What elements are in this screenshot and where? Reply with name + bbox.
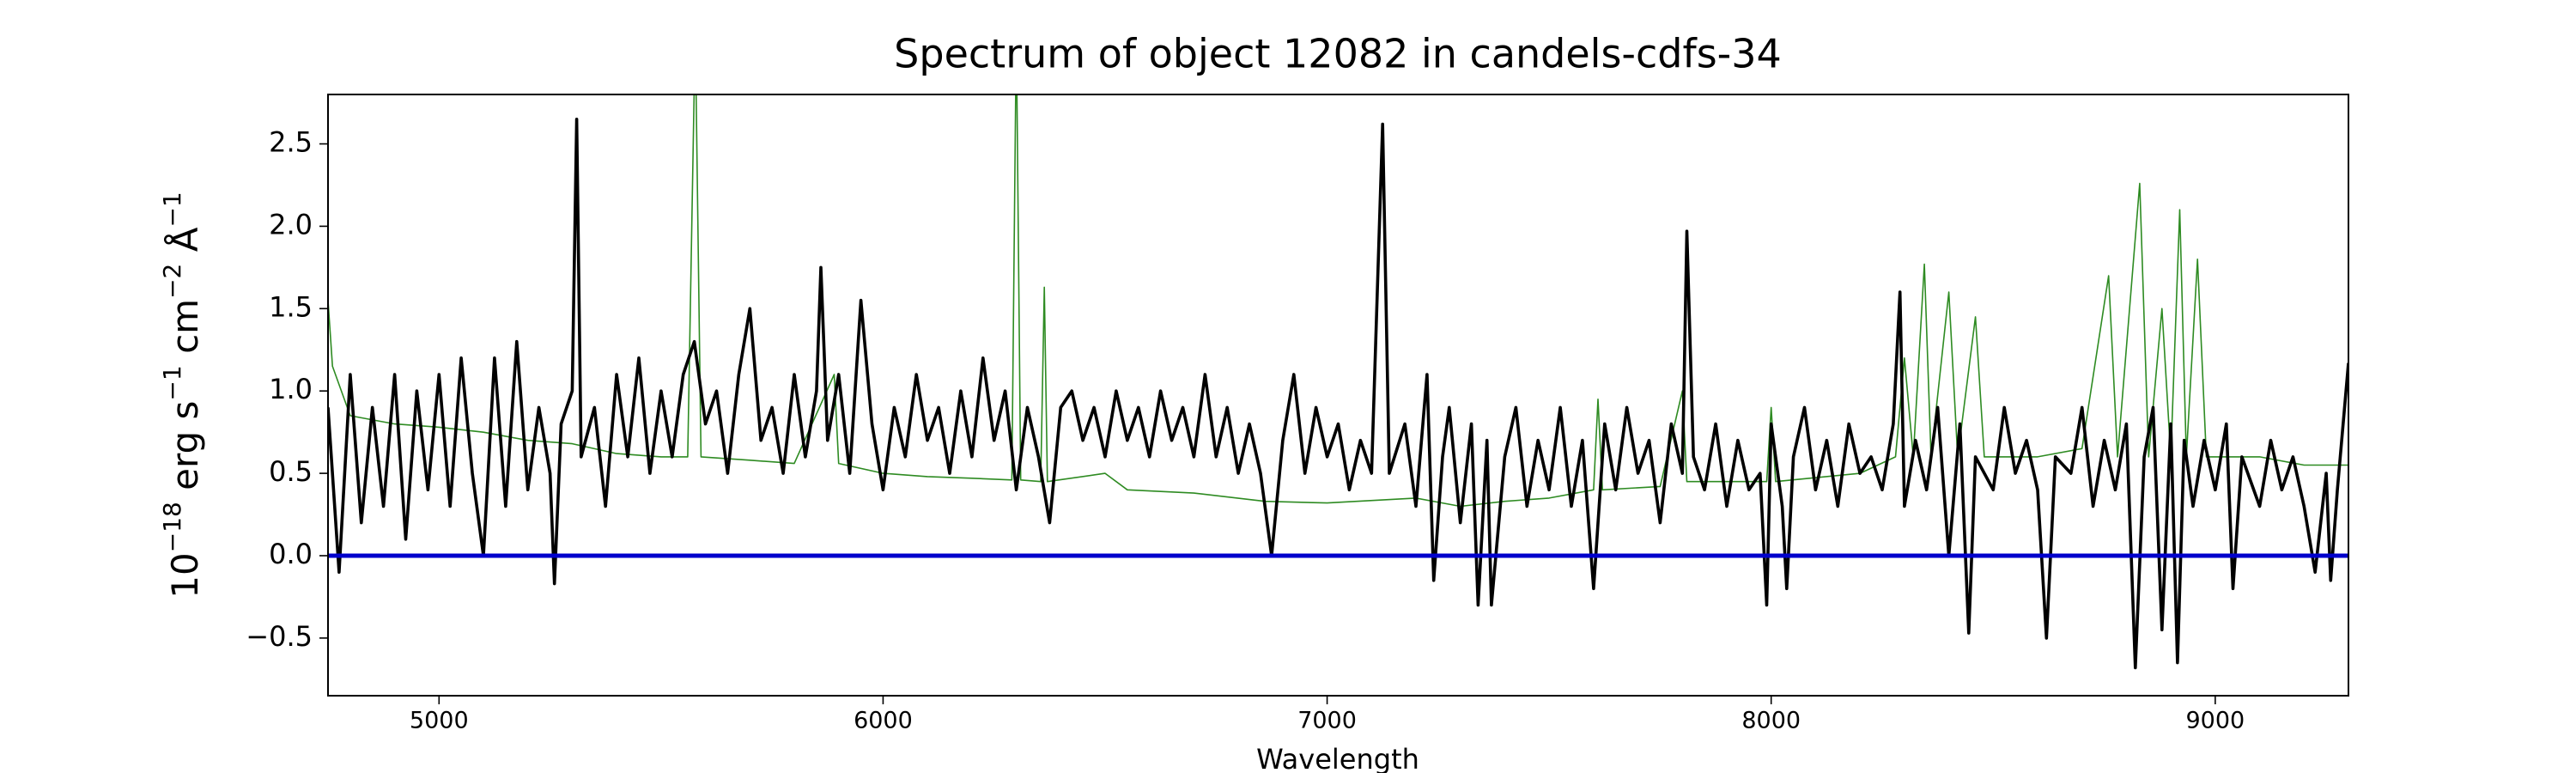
plot-area	[328, 94, 2348, 670]
x-tick-label: 8000	[1741, 708, 1801, 734]
y-tick-label: 0.0	[269, 538, 313, 570]
x-axis-label: Wavelength	[1256, 743, 1419, 773]
y-axis-label: 10−18 erg s−1 cm−2 Å−1	[158, 192, 206, 598]
y-tick-label: 1.0	[269, 373, 313, 405]
x-tick-label: 5000	[410, 708, 469, 734]
y-label-text: erg s	[164, 401, 206, 502]
y-label-text: Å	[163, 227, 206, 263]
y-tick-label: 2.0	[269, 208, 313, 240]
x-tick-label: 9000	[2185, 708, 2245, 734]
x-tick-label: 6000	[854, 708, 913, 734]
chart-title: Spectrum of object 12082 in candels-cdfs…	[894, 31, 1782, 77]
y-label-text: 10	[164, 552, 206, 598]
plot-frame	[327, 94, 2349, 697]
y-label-text: cm	[164, 299, 206, 365]
y-label-sup: −2	[158, 264, 186, 299]
y-label-sup: −1	[158, 192, 186, 227]
x-tick-label: 7000	[1297, 708, 1357, 734]
y-tick-label: 0.5	[269, 455, 313, 488]
y-label-sup: −1	[158, 365, 186, 400]
y-label-sup: −18	[158, 502, 186, 552]
spectrum-line	[328, 118, 2348, 670]
y-tick-label: −0.5	[246, 620, 313, 653]
y-tick-label: 1.5	[269, 290, 313, 323]
y-tick-label: 2.5	[269, 126, 313, 159]
